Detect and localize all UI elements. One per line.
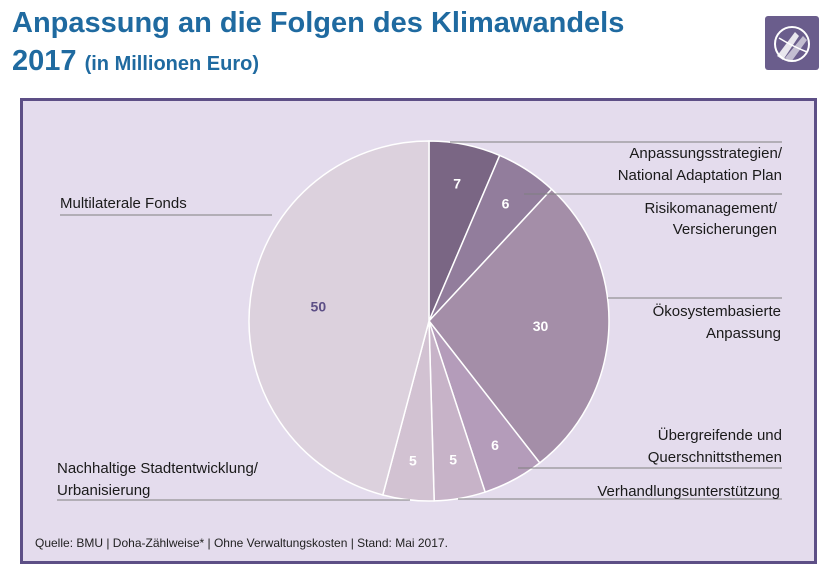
slice-value-label: 6 [502, 195, 510, 211]
title-unit: (in Millionen Euro) [84, 53, 260, 75]
pie-slice [428, 188, 610, 464]
slice-category-label: Multilaterale Fonds [60, 195, 187, 212]
slice-value-label: 5 [449, 451, 457, 467]
slice-value-label: 6 [491, 437, 499, 453]
slice-category-label: Übergreifende und [658, 426, 782, 444]
pie-slice [248, 140, 430, 496]
page-title: Anpassung an die Folgen des Klimawandels… [12, 4, 624, 83]
source-note: Quelle: BMU | Doha-Zählweise* | Ohne Ver… [35, 536, 448, 550]
slice-value-label: 30 [533, 318, 549, 334]
slice-category-label: Verhandlungsunterstützung [597, 483, 780, 500]
slice-category-label: Ökosystembasierte [653, 302, 781, 320]
slice-category-label: Risikomanagement/ [644, 200, 777, 217]
slice-category-label: Querschnittsthemen [648, 449, 782, 466]
title-main: Anpassung an die Folgen des Klimawandels [12, 7, 625, 39]
globe-icon [765, 16, 819, 70]
slice-category-label: Anpassungsstrategien/ [629, 145, 782, 162]
slice-category-label: Versicherungen [673, 221, 777, 238]
slice-value-label: 7 [453, 175, 461, 191]
slice-category-label: Urbanisierung [57, 482, 150, 499]
globe-icon-graphic [774, 26, 810, 62]
slice-value-label: 50 [311, 299, 327, 315]
slice-category-label: Anpassung [706, 325, 781, 342]
slice-category-label: Nachhaltige Stadtentwicklung/ [57, 460, 259, 477]
slice-value-label: 5 [409, 452, 417, 468]
slice-category-label: National Adaptation Plan [618, 167, 782, 184]
title-year: 2017 [12, 45, 77, 77]
